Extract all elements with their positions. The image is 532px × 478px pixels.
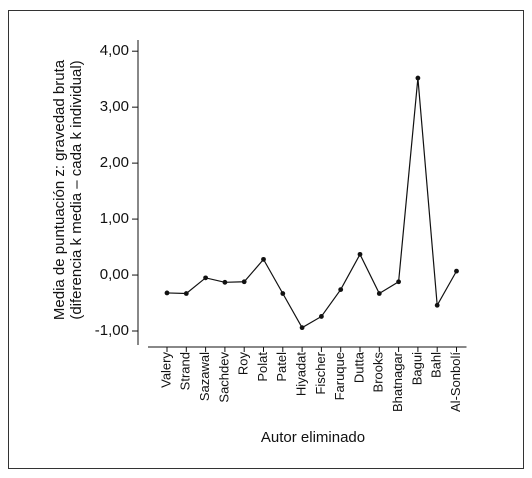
x-tick-label: Polat	[255, 352, 270, 382]
y-tick-label: 1,00	[100, 210, 129, 227]
y-tick-label: 4,00	[100, 42, 129, 59]
y-tick-label: 2,00	[100, 154, 129, 171]
point	[261, 256, 266, 262]
x-tick-label: Al-Sonbolí	[448, 352, 463, 412]
x-tick-label: Bagui	[409, 352, 424, 385]
x-axis-label: Autor eliminado	[261, 429, 365, 446]
frame	[8, 10, 524, 469]
y-tick-label: 3,00	[100, 98, 129, 115]
point	[415, 75, 421, 81]
x-tick-label: Patel	[274, 352, 289, 382]
point	[454, 268, 459, 274]
x-tick-label: Brooks	[371, 352, 386, 393]
point	[299, 325, 305, 331]
point	[203, 275, 209, 281]
point	[280, 291, 286, 296]
x-tick-label: Bahl	[429, 352, 444, 378]
line	[166, 77, 458, 329]
point	[183, 291, 189, 296]
x-tick-label: Sachdev	[216, 352, 231, 403]
x-tick-label: Roy	[236, 352, 251, 376]
point	[222, 279, 228, 285]
y-tick-label: -1,00	[95, 322, 129, 339]
x-tick-label: Hiyadat	[294, 352, 309, 396]
point	[164, 290, 170, 296]
point	[338, 287, 344, 292]
point	[357, 251, 363, 257]
y-axis-label: Media de puntuación z: gravedad bruta	[51, 59, 68, 320]
x-tick-label: Faruque	[332, 352, 347, 400]
point	[241, 279, 247, 285]
x-tick-label: Dutta	[351, 351, 366, 383]
x-tick-label: Sazawal	[197, 352, 212, 401]
y-tick-label: 0,00	[100, 266, 129, 283]
x-tick-label: Bhatnagar	[390, 351, 405, 412]
point	[376, 291, 382, 296]
point	[434, 302, 440, 308]
x-tick-label: Fischer	[313, 351, 328, 394]
y-axis-label: (diferencia k media – cada k individual)	[68, 60, 85, 319]
x-tick-label: Valery	[158, 352, 173, 388]
point	[319, 314, 324, 319]
x-tick-label: Strand	[178, 352, 193, 390]
point	[396, 279, 401, 285]
